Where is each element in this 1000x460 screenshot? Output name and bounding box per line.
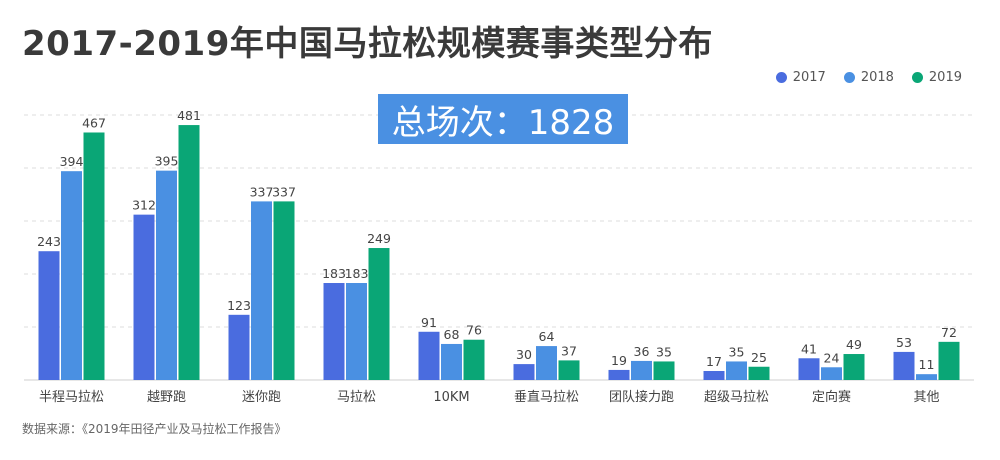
- bar-2017: [418, 331, 440, 380]
- bar-2019: [748, 366, 770, 380]
- bar-2018: [536, 346, 557, 380]
- data-label: 30: [516, 347, 532, 362]
- category-label: 10KM: [433, 390, 469, 405]
- bar-2019: [843, 354, 865, 380]
- bar-2017: [228, 314, 250, 380]
- bar-2017: [798, 358, 820, 380]
- category-label: 团队接力跑: [609, 389, 674, 405]
- data-label: 36: [634, 344, 650, 359]
- bar-2019: [463, 339, 485, 380]
- data-label: 467: [82, 115, 106, 130]
- bar-2019: [368, 248, 390, 380]
- data-label: 53: [896, 335, 912, 350]
- bar-2019: [558, 360, 580, 380]
- bar-2017: [38, 251, 60, 380]
- data-label: 337: [272, 184, 296, 199]
- bar-2019: [653, 361, 675, 380]
- bar-2019: [83, 132, 105, 380]
- bar-2018: [916, 374, 937, 380]
- bar-2018: [156, 170, 177, 380]
- data-label: 68: [444, 327, 460, 342]
- data-label: 249: [367, 231, 391, 246]
- bar-2018: [441, 343, 462, 380]
- data-label: 72: [941, 325, 957, 340]
- legend-item-2019: 2019: [911, 70, 962, 85]
- bar-2019: [938, 341, 960, 380]
- data-label: 123: [227, 298, 251, 313]
- legend-item-2018: 2018: [843, 70, 894, 85]
- category-label: 马拉松: [337, 390, 376, 405]
- data-label: 337: [250, 184, 274, 199]
- bar-2018: [251, 201, 272, 380]
- data-label: 64: [539, 329, 555, 344]
- data-label: 41: [801, 341, 817, 356]
- bar-2017: [323, 283, 345, 380]
- bar-2017: [608, 369, 630, 380]
- data-label: 35: [729, 344, 745, 359]
- legend-label-2018: 2018: [860, 70, 894, 85]
- data-label: 37: [561, 343, 577, 358]
- data-label: 91: [421, 315, 437, 330]
- data-label: 17: [706, 354, 722, 369]
- bar-2019: [178, 125, 200, 380]
- bar-2018: [726, 361, 747, 380]
- chart-title: 2017-2019年中国马拉松规模赛事类型分布: [22, 24, 713, 64]
- bar-2018: [346, 283, 367, 380]
- bar-2018: [61, 171, 82, 380]
- legend: 2017 2018 2019: [775, 70, 962, 85]
- data-label: 24: [824, 350, 840, 365]
- data-label: 481: [177, 108, 201, 123]
- category-label: 其他: [913, 390, 939, 405]
- data-label: 76: [466, 323, 482, 338]
- data-label: 49: [846, 337, 862, 352]
- data-label: 11: [919, 357, 935, 372]
- category-label: 越野跑: [147, 390, 186, 405]
- category-label: 迷你跑: [242, 390, 281, 405]
- data-label: 183: [322, 266, 346, 281]
- bar-2018: [821, 367, 842, 380]
- bar-2017: [703, 370, 725, 380]
- category-label: 定向赛: [812, 389, 851, 405]
- data-label: 35: [656, 344, 672, 359]
- legend-label-2017: 2017: [792, 70, 826, 85]
- data-source-note: 数据来源：《2019年田径产业及马拉松工作报告》: [22, 422, 287, 436]
- legend-label-2019: 2019: [928, 70, 962, 85]
- category-label: 超级马拉松: [704, 390, 769, 405]
- data-label: 243: [37, 234, 61, 249]
- data-label: 25: [751, 350, 767, 365]
- legend-marker-2019: [911, 72, 923, 83]
- category-label: 半程马拉松: [39, 390, 104, 405]
- total-count-badge: 总场次：1828: [378, 94, 628, 144]
- legend-marker-2017: [775, 72, 787, 83]
- data-label: 394: [60, 154, 84, 169]
- data-label: 19: [611, 353, 627, 368]
- data-label: 183: [345, 266, 369, 281]
- bar-2017: [893, 351, 915, 380]
- legend-marker-2018: [843, 72, 855, 83]
- bar-2017: [513, 364, 535, 380]
- data-label: 395: [155, 154, 179, 169]
- bar-2019: [273, 201, 295, 380]
- bar-2017: [133, 214, 155, 380]
- category-label: 垂直马拉松: [514, 390, 579, 405]
- legend-item-2017: 2017: [775, 70, 826, 85]
- data-label: 312: [132, 198, 156, 213]
- bar-2018: [631, 360, 652, 380]
